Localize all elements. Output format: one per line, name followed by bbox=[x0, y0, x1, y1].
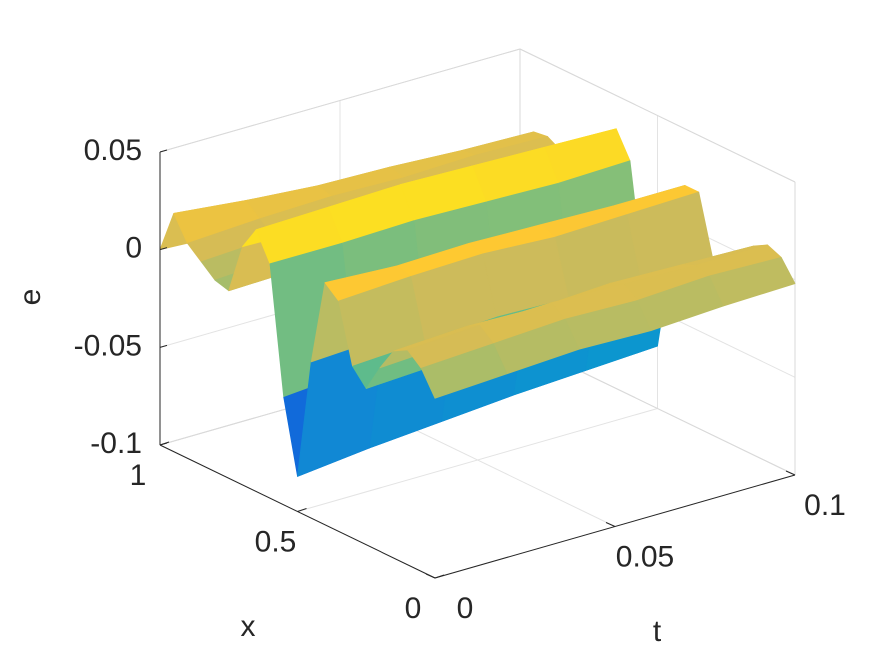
y-tick-label: 0 bbox=[457, 592, 474, 625]
z-tick bbox=[159, 344, 168, 348]
z-tick-label: 0 bbox=[125, 232, 142, 265]
z-tick-label: -0.1 bbox=[90, 427, 142, 460]
y-tick-label: 0.1 bbox=[804, 489, 846, 522]
z-tick bbox=[159, 149, 168, 153]
z-tick-label: 0.05 bbox=[84, 134, 142, 167]
x-axis-label: x bbox=[241, 610, 256, 643]
t-axis-label: t bbox=[653, 615, 662, 648]
box-edge bbox=[159, 48, 521, 153]
t-tick bbox=[605, 522, 616, 527]
z-tick-label: -0.05 bbox=[74, 329, 142, 362]
x-tick-label: 1 bbox=[130, 459, 147, 492]
box-edge bbox=[519, 48, 796, 183]
y-tick-label: 0.05 bbox=[616, 540, 674, 573]
x-tick-label: 0 bbox=[405, 592, 422, 625]
e-axis-label: e bbox=[14, 289, 47, 306]
z-tick bbox=[159, 247, 168, 251]
t-tick bbox=[785, 470, 796, 476]
x-tick bbox=[297, 508, 307, 512]
x-tick-label: 0.5 bbox=[255, 525, 297, 558]
x-tick bbox=[159, 441, 170, 446]
surface-patch bbox=[420, 343, 508, 399]
t-tick bbox=[425, 573, 436, 579]
x-tick bbox=[434, 574, 445, 579]
